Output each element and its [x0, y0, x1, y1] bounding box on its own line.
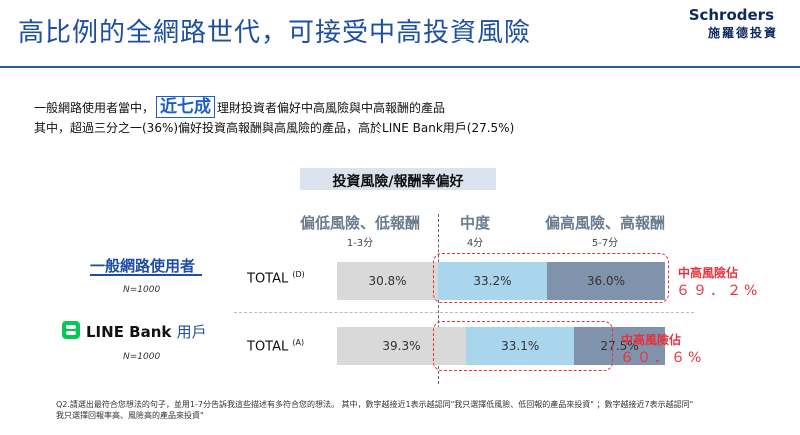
subtitle-suffix: 理財投資者偏好中高風險與中高報酬的產品 — [217, 101, 446, 115]
group-sample-size: N=1000 — [123, 285, 161, 295]
schroders-logo-chinese: 施羅德投資 — [707, 26, 778, 40]
highlight-label-line-bank: 中高風險佔 — [621, 333, 682, 347]
category-low-range: 1-3分 — [346, 238, 374, 249]
highlight-value-web-users: ６９．２% — [676, 283, 761, 299]
row-label-text: TOTAL — [247, 271, 289, 287]
bar-segment-mid — [465, 327, 575, 365]
bar-value-label: 33.2% — [473, 274, 512, 288]
subtitle-highlight: 近七成 — [156, 96, 216, 118]
category-high-label: 偏高風險、高報酬 — [544, 214, 665, 232]
category-mid-range: 4分 — [466, 238, 484, 249]
highlight-label-web-users: 中高風險佔 — [678, 266, 739, 280]
highlight-box-web-users — [433, 253, 669, 303]
category-high-range: 5-7分 — [591, 238, 619, 249]
row-label-total-d: TOTAL (D) — [247, 270, 305, 286]
highlight-value-line-bank: ６０．６% — [620, 350, 705, 366]
group-title-web-users: 一般網路使用者 — [90, 257, 196, 275]
line-bank-suffix: 用戶 — [176, 323, 207, 341]
category-mid-label: 中度 — [459, 214, 490, 232]
bar-segment-mid — [438, 262, 547, 300]
footnote-line-1: Q2.請選出最符合您想法的句子，並用1-7分告訴我這些描述有多符合您的想法。 其… — [56, 400, 694, 409]
title-divider — [0, 66, 800, 68]
bar-segment-low — [337, 262, 439, 300]
row-label-sup: (A) — [292, 338, 305, 347]
bar-segment-low — [337, 327, 466, 365]
subtitle-line-1: 一般網路使用者當中， 近七成 理財投資者偏好中高風險與中高報酬的產品 — [34, 92, 446, 118]
line-bank-icon-stripe-bottom — [66, 331, 76, 335]
category-low-label: 偏低風險、低報酬 — [299, 214, 420, 232]
row-separator — [234, 312, 694, 313]
group-title-underline — [90, 274, 202, 276]
line-bank-icon-stripe-top — [66, 325, 76, 329]
bar-value-label: 27.5% — [600, 339, 639, 353]
subtitle-prefix: 一般網路使用者當中， — [34, 101, 155, 115]
bar-segment-high — [546, 262, 665, 300]
bar-value-label: 33.1% — [501, 339, 540, 353]
group-title-line-bank: LINE Bank 用戶 — [86, 321, 207, 342]
bar-value-label: 36.0% — [586, 274, 625, 288]
subtitle-line-2: 其中，超過三分之一(36%)偏好投資高報酬與高風險的產品，高於LINE Bank… — [34, 121, 515, 135]
chart-tag-background — [300, 168, 496, 190]
bar-value-label: 39.3% — [382, 339, 421, 353]
line-bank-brand: LINE Bank — [86, 323, 172, 341]
row-label-text: TOTAL — [247, 339, 289, 355]
highlight-box-line-bank — [433, 321, 613, 371]
row-label-total-a: TOTAL (A) — [247, 338, 304, 354]
bar-segment-high — [574, 327, 665, 365]
row-label-sup: (D) — [292, 270, 305, 279]
footnote-line-2: 我只選擇回報率高、風險高的產品來投資" — [56, 411, 204, 420]
line-bank-icon — [62, 321, 80, 339]
bar-value-label: 30.8% — [368, 274, 407, 288]
group-sample-size-line: N=1000 — [123, 352, 161, 362]
schroders-logo: Schroders — [688, 6, 774, 24]
page-title: 高比例的全網路世代，可接受中高投資風險 — [18, 18, 532, 48]
line-bank-icon-bg — [62, 321, 80, 339]
chart-tag: 投資風險/報酬率偏好 — [332, 174, 464, 190]
